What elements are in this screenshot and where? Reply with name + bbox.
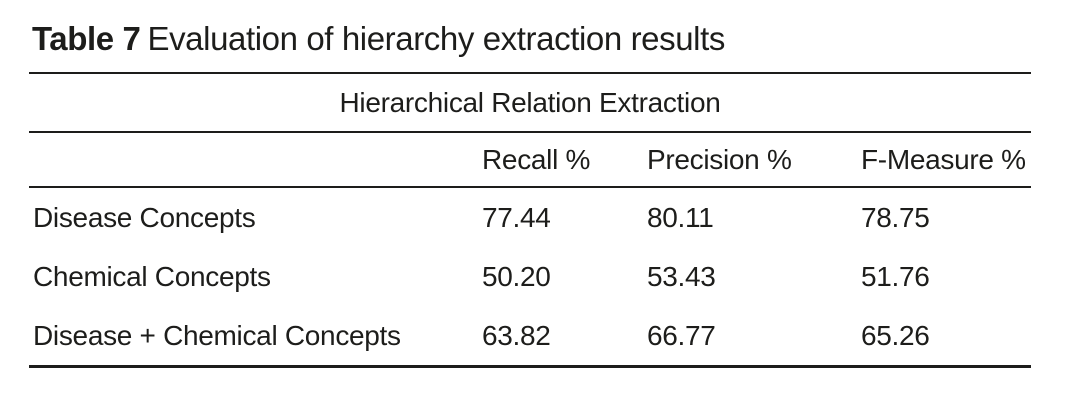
table-row: Chemical Concepts 50.20 53.43 51.76 (29, 247, 1031, 306)
recall-value: 77.44 (482, 201, 551, 233)
column-header-rowlabel (29, 132, 482, 188)
precision-value: 53.43 (647, 260, 716, 292)
column-header-row: Recall % Precision % F-Measure % (29, 132, 1032, 188)
row-label: Disease + Chemical Concepts (33, 319, 401, 351)
table-caption: Table 7 Evaluation of hierarchy extractio… (32, 20, 725, 58)
table-caption-label: Table 7 (32, 20, 141, 57)
group-header: Hierarchical Relation Extraction (29, 73, 1032, 133)
recall-value: 50.20 (482, 260, 551, 292)
fmeasure-value: 65.26 (861, 319, 930, 351)
column-header-fmeasure: F-Measure % (861, 132, 1032, 188)
fmeasure-value: 51.76 (861, 260, 930, 292)
column-header-recall: Recall % (482, 132, 647, 188)
fmeasure-value: 78.75 (861, 201, 930, 233)
recall-value: 63.82 (482, 319, 551, 351)
table-row: Disease Concepts 77.44 80.11 78.75 (29, 187, 1031, 247)
row-label: Disease Concepts (33, 201, 256, 233)
results-table: Hierarchical Relation Extraction Recall … (29, 72, 1032, 368)
group-header-row: Hierarchical Relation Extraction (29, 73, 1032, 133)
column-header-precision: Precision % (647, 132, 861, 188)
precision-value: 66.77 (647, 319, 716, 351)
table-caption-title: Evaluation of hierarchy extraction resul… (147, 20, 725, 57)
precision-value: 80.11 (647, 201, 714, 233)
row-label: Chemical Concepts (33, 260, 271, 292)
table-row: Disease + Chemical Concepts 63.82 66.77 … (29, 306, 1031, 367)
